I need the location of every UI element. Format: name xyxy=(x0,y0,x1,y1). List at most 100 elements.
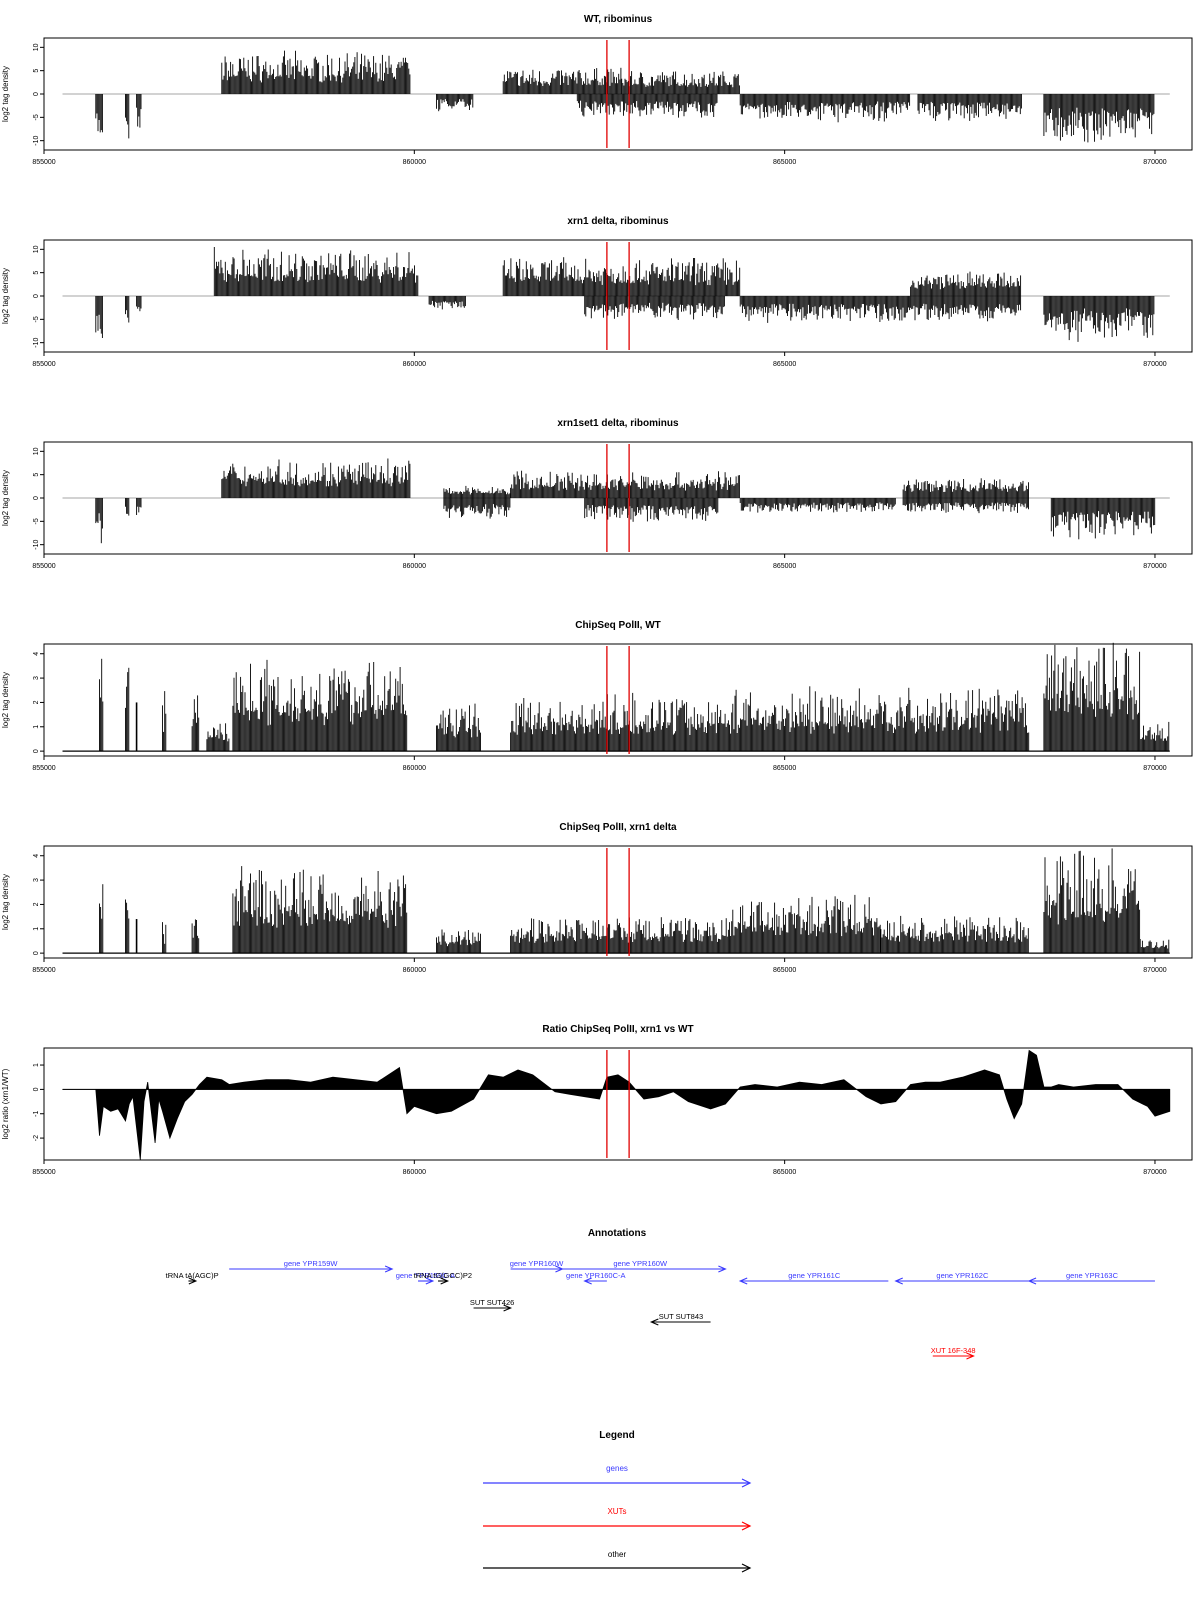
y-tick-label: 0 xyxy=(33,1087,40,1091)
density-segment-0 xyxy=(95,296,103,338)
density-segment-3 xyxy=(162,691,167,752)
feature-gene-ypr160w: gene YPR160W xyxy=(555,1259,727,1273)
density-segment-9 xyxy=(917,94,1022,121)
feature-arrowhead xyxy=(440,1277,450,1285)
track-panel-0: WT, ribominus log2 tag density -10 -5 0 5 10 85… xyxy=(1,14,1193,166)
y-axis-label: log2 tag density xyxy=(1,268,10,324)
track-title: xrn1set1 delta, ribominus xyxy=(557,418,679,429)
y-tick-label: -5 xyxy=(33,518,40,524)
density-segment-0 xyxy=(95,498,103,544)
x-tick-label: 865000 xyxy=(773,967,796,974)
track-title: ChipSeq PolII, xrn1 delta xyxy=(559,822,677,833)
x-tick-label: 855000 xyxy=(32,361,55,368)
density-segment-10 xyxy=(1043,94,1155,143)
feature-label: gene YPR159W xyxy=(284,1259,339,1268)
density-segment-3 xyxy=(221,458,411,498)
legend-label-xuts: XUTs xyxy=(607,1507,626,1516)
annotations-title: Annotations xyxy=(588,1228,647,1239)
feature-arrowhead xyxy=(649,1318,659,1326)
density-segment-3 xyxy=(221,50,411,94)
y-tick-label: 5 xyxy=(33,473,40,477)
x-tick-label: 870000 xyxy=(1143,361,1166,368)
density-segment-10 xyxy=(1043,296,1155,342)
density-segment-8 xyxy=(739,498,896,513)
x-tick-label: 865000 xyxy=(773,159,796,166)
y-tick-label: 2 xyxy=(33,700,40,704)
y-tick-label: 1 xyxy=(33,927,40,931)
y-tick-label: 3 xyxy=(33,676,40,680)
legend-arrowhead-other xyxy=(741,1563,752,1573)
density-segment-9 xyxy=(910,296,1022,322)
density-segment-1 xyxy=(125,296,130,323)
legend-label-other: other xyxy=(608,1550,627,1559)
track-data xyxy=(62,50,1170,143)
density-segment-1 xyxy=(125,899,130,954)
y-axis-label: log2 tag density xyxy=(1,66,10,122)
x-tick-label: 870000 xyxy=(1143,765,1166,772)
density-segment-9 xyxy=(880,915,1029,954)
x-tick-label: 855000 xyxy=(32,1169,55,1176)
density-segment-5 xyxy=(502,67,622,94)
feature-sut-sut843: SUT SUT843 xyxy=(649,1312,711,1326)
feature-arrowhead xyxy=(718,1265,727,1273)
density-segment-2 xyxy=(136,94,142,128)
y-tick-label: 0 xyxy=(33,92,40,96)
y-tick-label: 10 xyxy=(33,43,40,51)
y-tick-label: 1 xyxy=(33,1063,40,1067)
feature-arrowhead xyxy=(384,1265,394,1273)
y-tick-label: 4 xyxy=(33,652,40,656)
x-tick-label: 870000 xyxy=(1143,967,1166,974)
density-segment-10 xyxy=(902,498,1029,514)
x-tick-label: 865000 xyxy=(773,361,796,368)
y-tick-label: -2 xyxy=(33,1135,40,1141)
plot-frame xyxy=(43,845,1193,959)
plot-frame xyxy=(43,1047,1193,1161)
density-segment-8 xyxy=(910,271,1022,296)
density-segment-4 xyxy=(191,695,200,752)
y-axis-label: log2 tag density xyxy=(1,672,10,728)
density-segment-0 xyxy=(99,658,104,752)
x-tick-label: 855000 xyxy=(32,967,55,974)
x-tick-label: 865000 xyxy=(773,563,796,570)
density-segment-4 xyxy=(436,94,474,112)
x-tick-label: 860000 xyxy=(403,967,426,974)
track-data xyxy=(62,642,1170,752)
feature-label: gene YPR162C xyxy=(936,1271,989,1280)
feature-xut-16f-348: XUT 16F-348 xyxy=(931,1346,976,1360)
x-tick-label: 860000 xyxy=(403,563,426,570)
x-tick-label: 870000 xyxy=(1143,563,1166,570)
density-segment-1 xyxy=(125,94,130,139)
density-segment-10 xyxy=(1043,848,1141,954)
x-tick-label: 860000 xyxy=(403,1169,426,1176)
feature-arrowhead xyxy=(894,1277,903,1285)
track-panel-3: ChipSeq PolII, WT log2 tag density 0 1 2 3 4 85… xyxy=(1,620,1193,772)
x-tick-label: 865000 xyxy=(773,1169,796,1176)
annotation-features: gene YPR159W gene YPR159C-A gene YPR160W ge… xyxy=(166,1259,1155,1360)
feature-arrowhead xyxy=(425,1277,435,1285)
feature-arrowhead xyxy=(503,1304,513,1312)
y-tick-label: -1 xyxy=(33,1111,40,1117)
track-data xyxy=(62,848,1170,954)
density-segment-4 xyxy=(443,485,511,498)
y-tick-label: 0 xyxy=(33,496,40,500)
density-segment-6 xyxy=(584,296,725,320)
density-segment-8 xyxy=(739,94,911,123)
feature-label: gene YPR163C xyxy=(1066,1271,1119,1280)
y-tick-label: -10 xyxy=(33,338,40,348)
density-segment-2 xyxy=(136,296,142,312)
feature-label: gene YPR160W xyxy=(613,1259,668,1268)
density-segment-8 xyxy=(732,894,881,954)
density-segment-7 xyxy=(739,296,911,323)
density-segment-10 xyxy=(1043,642,1141,752)
density-segment-5 xyxy=(443,498,511,519)
feature-gene-ypr159c-a: gene YPR159C-A xyxy=(396,1271,455,1285)
feature-gene-ypr161c: gene YPR161C xyxy=(738,1271,889,1285)
density-segment-11 xyxy=(1050,498,1156,540)
track-data xyxy=(61,1049,1171,1161)
track-data xyxy=(62,458,1170,544)
y-tick-label: 5 xyxy=(33,69,40,73)
legend-arrowhead-xuts xyxy=(741,1521,752,1531)
feature-arrowhead xyxy=(738,1277,748,1285)
